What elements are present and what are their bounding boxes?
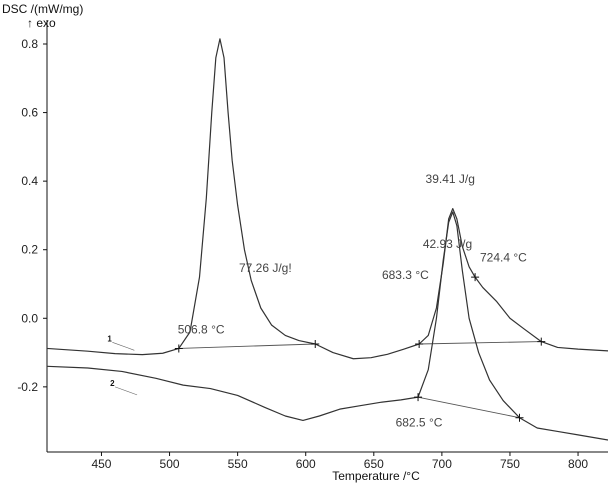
y-tick-label: 0.8 [21,37,38,51]
baselines [178,341,542,419]
y-tick-label: 0.0 [21,311,38,325]
x-tick-label: 600 [296,457,316,471]
cross-marker [471,273,480,282]
x-tick-label: 550 [228,457,248,471]
annotation-label: 682.5 °C [396,415,443,429]
curve-label-leader [114,386,138,396]
cross-marker [311,340,320,348]
ticks: 450 500 550 600 650 700 750 800 0.8 0.6 0.4 0.2 0.0 -… [17,37,588,471]
y-axis-title: DSC /(mW/mg) [2,2,83,16]
x-tick-label: 800 [568,457,588,471]
cross-marker [174,344,183,353]
curve-label-2: 2 [110,379,115,388]
annotation-label: 39.41 J/g [426,172,475,186]
annotation-label: 683.3 °C [382,268,429,282]
y-axis-subtitle: ↑ exo [27,16,56,30]
markers [174,273,546,422]
curve-label-leader [112,342,135,351]
integration-baseline-1 [178,343,316,349]
integration-baseline-3 [417,396,520,419]
y-tick-label: 0.2 [21,243,38,257]
integration-baseline-2 [419,341,542,345]
y-tick-label: 0.6 [21,106,38,120]
x-tick-label: 750 [500,457,520,471]
axes [46,20,608,453]
annotation-label: 77.26 J/g! [239,261,292,275]
y-tick-label: -0.2 [17,380,38,394]
x-axis-title: Temperature /°C [332,469,420,483]
cross-marker [537,337,546,346]
cross-marker [414,393,423,402]
cross-marker [515,413,524,422]
x-tick-label: 700 [432,457,452,471]
x-tick-label: 450 [91,457,111,471]
series-line-2 [46,211,608,441]
annotation-label: 506.8 °C [178,323,225,337]
y-tick-label: 0.4 [21,174,38,188]
annotation-label: 42.93 J/g [423,237,472,251]
x-tick-label: 500 [160,457,180,471]
curve-label-1: 1 [107,334,112,343]
cross-marker [415,340,424,348]
series-lines [46,38,608,441]
x-tick-label: 650 [364,457,384,471]
annotation-label: 724.4 °C [480,251,527,265]
series-line-1 [46,38,608,360]
annotations: 506.8 °C 77.26 J/g! 39.41 J/g 42.93 J/g 724.… [107,172,527,429]
